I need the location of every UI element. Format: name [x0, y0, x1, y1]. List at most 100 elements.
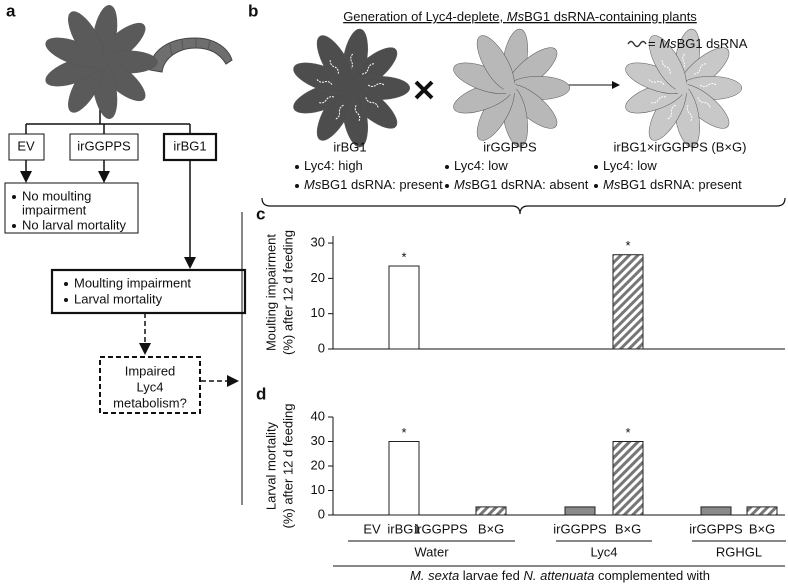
trait-text: MsBG1 dsRNA: absent: [454, 177, 589, 192]
significance-mark: *: [625, 425, 630, 440]
bar: [388, 265, 420, 350]
plant-center: [675, 81, 689, 95]
bullet: [295, 184, 299, 188]
bullet: [64, 298, 68, 302]
panel-letter: a: [6, 1, 16, 20]
y-tick-label: 10: [311, 305, 325, 320]
plant-illustration: [453, 28, 571, 148]
plant-name: irBG1: [333, 139, 366, 154]
legend-dsrna-mark: [627, 40, 647, 48]
trait-text: Lyc4: low: [603, 158, 657, 173]
plant-illustration: [45, 5, 158, 119]
plant-center: [93, 55, 107, 69]
panel-title: Generation of Lyc4-deplete, MsBG1 dsRNA-…: [343, 9, 697, 24]
trait-text: Lyc4: low: [454, 158, 508, 173]
legend-label: = MsBG1 dsRNA: [648, 36, 748, 51]
bar: [700, 506, 732, 516]
trait-text-part: Lyc4: low: [603, 158, 657, 173]
y-tick-label: 40: [311, 408, 325, 423]
y-tick-label: 0: [318, 340, 325, 355]
trait-text-part: Ms: [304, 177, 322, 192]
x-tick-label: B×G: [749, 521, 775, 536]
x-tick-label: EV: [363, 521, 381, 536]
bar: [612, 441, 644, 516]
trait-text-part: BG1 dsRNA: present: [620, 177, 742, 192]
y-tick-label: 30: [311, 433, 325, 448]
x-tick-label: irGGPPS: [689, 521, 743, 536]
bar: [612, 254, 644, 350]
panel-title-part: Generation of Lyc4-deplete,: [343, 9, 507, 24]
x-tick-label: irGGPPS: [414, 521, 468, 536]
legend-label-part: BG1 dsRNA: [677, 36, 748, 51]
hypothesis-text: metabolism?: [113, 395, 187, 410]
y-tick-label: 20: [311, 270, 325, 285]
box-label: irBG1: [173, 138, 206, 153]
x-tick-label: irBG1: [387, 521, 420, 536]
trait-text: Lyc4: high: [304, 158, 363, 173]
group-label: RGHGL: [716, 544, 762, 559]
panel-a-connectors: [4, 80, 786, 505]
x-axis-label-part: M. sexta: [410, 568, 459, 583]
outcome-text: No larval mortality: [22, 217, 127, 232]
y-axis-label: (%) after 12 d feeding: [280, 230, 295, 355]
outcome-text: Larval mortality: [74, 291, 163, 306]
y-tick-label: 20: [311, 457, 325, 472]
x-axis-label: M. sexta larvae fed N. attenuata complem…: [410, 568, 710, 583]
group-label: Water: [414, 544, 449, 559]
trait-text-part: Lyc4: high: [304, 158, 363, 173]
outcome-text: impairment: [22, 202, 87, 217]
bullet: [12, 224, 16, 228]
plant-center: [503, 81, 517, 95]
plant-name: irGGPPS: [483, 139, 537, 154]
x-axis-label-part: N. attenuata: [524, 568, 595, 583]
bullet: [295, 165, 299, 169]
y-tick-label: 30: [311, 235, 325, 250]
y-tick-label: 0: [318, 506, 325, 521]
bullet: [594, 184, 598, 188]
bullet: [594, 165, 598, 169]
trait-text-part: BG1 dsRNA: absent: [471, 177, 588, 192]
box-label: EV: [17, 138, 35, 153]
significance-mark: *: [401, 425, 406, 440]
y-tick-label: 10: [311, 482, 325, 497]
box-label: irGGPPS: [77, 138, 131, 153]
group-label: Lyc4: [591, 544, 618, 559]
bullet: [445, 165, 449, 169]
bar: [388, 441, 420, 516]
trait-text-part: Ms: [603, 177, 621, 192]
outcome-text: Moulting impairment: [74, 275, 191, 290]
bar: [564, 506, 596, 516]
significance-mark: *: [401, 249, 406, 264]
bullet: [64, 282, 68, 286]
trait-text-part: Ms: [454, 177, 472, 192]
hypothesis-text: Impaired: [125, 363, 176, 378]
legend-label-part: =: [648, 36, 659, 51]
plant-illustration: [293, 28, 411, 148]
y-axis-label: Larval mortality: [263, 421, 278, 510]
trait-text: MsBG1 dsRNA: present: [603, 177, 742, 192]
panel-title-part: BG1 dsRNA-containing plants: [524, 9, 697, 24]
x-tick-label: irGGPPS: [553, 521, 607, 536]
trait-text-part: Lyc4: low: [454, 158, 508, 173]
hypothesis-text: Lyc4: [137, 379, 164, 394]
outcome-text: No moulting: [22, 188, 91, 203]
significance-mark: *: [625, 238, 630, 253]
y-axis-label: (%) after 12 d feeding: [280, 403, 295, 528]
plant-center: [343, 81, 357, 95]
panel-letter: c: [256, 204, 265, 223]
bar: [746, 506, 778, 516]
bullet: [12, 195, 16, 199]
x-tick-label: B×G: [615, 521, 641, 536]
x-axis-label-part: complemented with: [594, 568, 710, 583]
plant-name: irBG1×irGGPPS (B×G): [614, 139, 747, 154]
panel-letter: b: [248, 1, 258, 20]
trait-text: MsBG1 dsRNA: present: [304, 177, 443, 192]
legend-label-part: Ms: [659, 36, 677, 51]
x-axis-label-part: larvae fed: [459, 568, 523, 583]
bullet: [445, 184, 449, 188]
plant-illustration: [625, 28, 743, 148]
y-axis-label: Moulting impairment: [263, 234, 278, 351]
caterpillar-illustration: [149, 37, 233, 73]
